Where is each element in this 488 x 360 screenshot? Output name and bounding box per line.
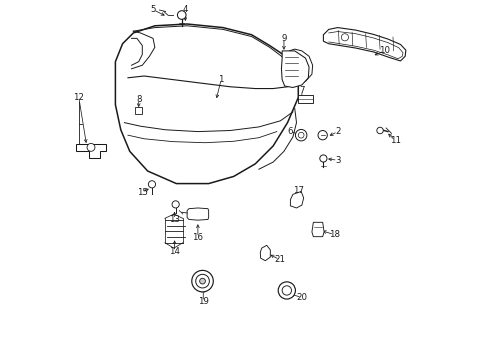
Text: 8: 8	[136, 95, 141, 104]
Circle shape	[172, 201, 179, 208]
Circle shape	[191, 270, 213, 292]
Text: 15: 15	[137, 188, 147, 197]
Polygon shape	[115, 24, 298, 184]
Circle shape	[295, 130, 306, 141]
Polygon shape	[323, 28, 405, 61]
Text: 21: 21	[274, 255, 285, 264]
Circle shape	[282, 286, 291, 295]
FancyBboxPatch shape	[298, 95, 312, 103]
Circle shape	[87, 143, 95, 151]
Text: 20: 20	[296, 293, 307, 302]
Circle shape	[177, 11, 185, 19]
Text: 7: 7	[299, 86, 304, 95]
Circle shape	[376, 127, 383, 134]
Circle shape	[148, 181, 155, 188]
Polygon shape	[76, 144, 106, 158]
Text: 16: 16	[192, 233, 203, 242]
Text: 9: 9	[281, 34, 286, 43]
Circle shape	[278, 282, 295, 299]
Text: 19: 19	[198, 297, 208, 306]
Text: 1: 1	[218, 75, 224, 84]
Polygon shape	[187, 208, 208, 220]
Polygon shape	[311, 222, 324, 237]
Text: 11: 11	[389, 136, 400, 145]
Polygon shape	[260, 245, 270, 261]
Circle shape	[199, 278, 205, 284]
Circle shape	[341, 34, 348, 41]
Text: 2: 2	[334, 127, 340, 136]
Polygon shape	[281, 51, 308, 87]
Circle shape	[319, 155, 326, 162]
Text: 5: 5	[150, 5, 156, 14]
Text: 10: 10	[378, 46, 389, 55]
Text: 13: 13	[169, 215, 180, 224]
FancyBboxPatch shape	[135, 107, 142, 114]
Circle shape	[195, 274, 209, 288]
Text: 14: 14	[169, 247, 180, 256]
Text: 17: 17	[292, 186, 303, 195]
Text: 6: 6	[287, 127, 292, 136]
Text: 12: 12	[73, 93, 84, 102]
Polygon shape	[283, 49, 312, 85]
Circle shape	[298, 132, 304, 138]
Circle shape	[317, 131, 326, 140]
Polygon shape	[290, 192, 303, 208]
Text: 4: 4	[182, 5, 188, 14]
Text: 3: 3	[334, 156, 340, 165]
Text: 18: 18	[328, 230, 339, 239]
